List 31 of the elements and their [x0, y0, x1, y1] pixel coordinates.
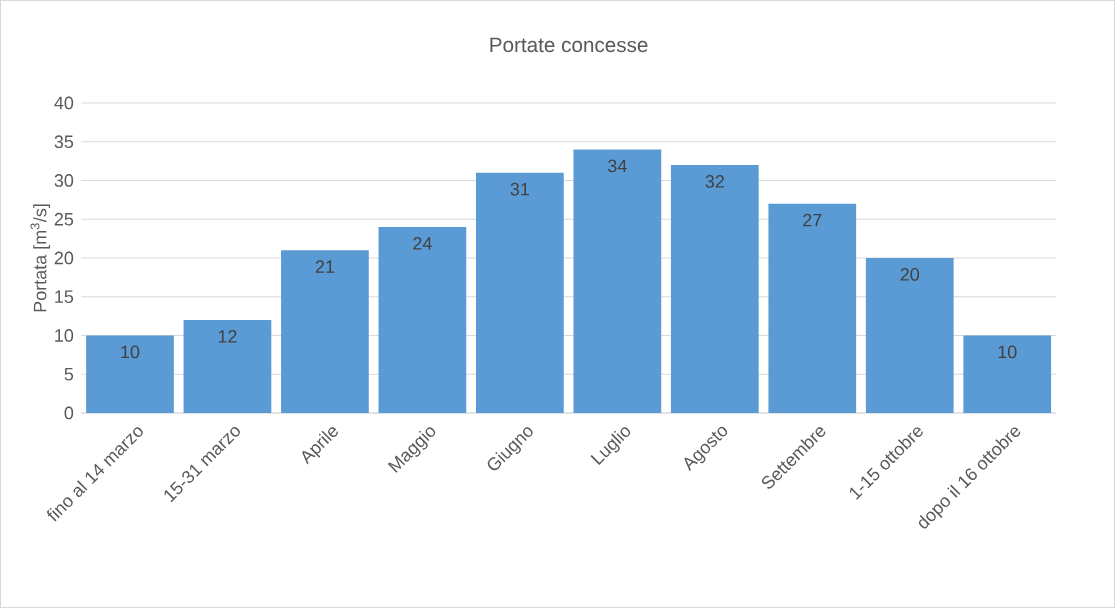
y-tick-label: 10 — [55, 329, 74, 342]
data-label: 34 — [608, 159, 627, 173]
bar — [573, 149, 662, 414]
data-label: 10 — [121, 345, 140, 359]
bar — [670, 164, 759, 414]
y-tick-label: 30 — [54, 174, 74, 187]
data-label: 12 — [218, 330, 237, 343]
bar — [476, 172, 564, 414]
y-tick-label: 20 — [54, 251, 74, 265]
data-label: 10 — [998, 345, 1017, 359]
data-label: 32 — [705, 175, 724, 188]
bar — [865, 258, 954, 414]
data-label: 21 — [315, 260, 335, 273]
chart-title: Portate concesse — [490, 37, 648, 53]
bar — [86, 335, 174, 414]
y-tick-label: 35 — [54, 135, 74, 149]
bar — [963, 335, 1052, 414]
bar — [768, 203, 857, 414]
data-label: 31 — [510, 182, 529, 196]
bar — [281, 250, 369, 414]
y-axis-title: Portata [m$^{3}$/s] — [30, 204, 51, 312]
data-label: 20 — [900, 268, 920, 281]
data-label: 24 — [413, 237, 432, 250]
y-tick-label: 15 — [55, 290, 74, 304]
bar — [183, 320, 272, 414]
y-tick-label: 0 — [64, 406, 74, 420]
bar — [378, 227, 467, 414]
y-tick-label: 5 — [64, 367, 74, 381]
y-tick-label: 40 — [54, 96, 74, 110]
data-label: 27 — [803, 213, 822, 227]
y-tick-label: 25 — [54, 212, 74, 226]
